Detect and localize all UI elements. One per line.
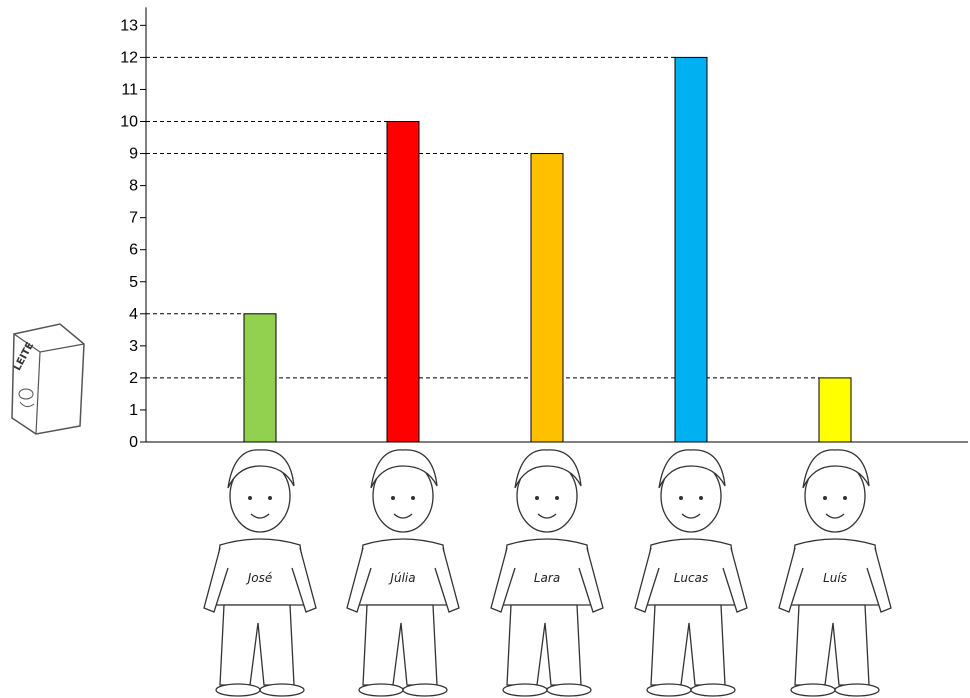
- arm: [203, 547, 229, 613]
- pants: [650, 604, 726, 686]
- mouth: [825, 513, 845, 519]
- shoe: [690, 683, 736, 697]
- eye: [843, 496, 847, 500]
- shoe: [790, 683, 836, 697]
- shoe: [259, 683, 305, 697]
- arm: [722, 547, 748, 613]
- milk-carton-icon: LEITE: [11, 323, 85, 435]
- shoe: [546, 683, 592, 697]
- girl-ponytail-icon: Júlia: [346, 449, 460, 697]
- y-tick-label: 0: [129, 434, 138, 451]
- bar-luis: [818, 377, 852, 443]
- shoe: [646, 683, 692, 697]
- pants: [794, 604, 870, 686]
- arm: [346, 547, 372, 613]
- hair: [370, 449, 438, 489]
- eye: [535, 496, 539, 500]
- hair: [227, 449, 295, 489]
- y-tick-label: 8: [129, 178, 138, 195]
- boy-thumbs-up-icon: Luís: [778, 449, 892, 697]
- y-tick-label: 9: [129, 146, 138, 163]
- y-tick-label: 12: [120, 49, 138, 66]
- y-tick-label: 6: [129, 242, 138, 259]
- y-tick-label: 1: [129, 402, 138, 419]
- y-tick-label: 5: [129, 274, 138, 291]
- hair: [802, 449, 870, 489]
- mouth: [537, 513, 557, 519]
- eye: [411, 496, 415, 500]
- shoe: [502, 683, 548, 697]
- bars: [243, 56, 852, 443]
- y-tick-label: 4: [129, 306, 138, 323]
- hair: [514, 449, 582, 489]
- eye: [679, 496, 683, 500]
- girl-curly-hair-icon: Lara: [490, 449, 604, 697]
- arm: [490, 547, 516, 613]
- eye: [248, 496, 252, 500]
- kid-name-label: Lucas: [674, 571, 709, 585]
- arm: [634, 547, 660, 613]
- arm: [866, 547, 892, 613]
- children-illustrations: José Júlia Lara Lucas Luís: [203, 449, 892, 697]
- y-tick-label: 3: [129, 338, 138, 355]
- shoe: [358, 683, 404, 697]
- y-tick-label: 7: [129, 210, 138, 227]
- y-tick-label: 2: [129, 370, 138, 387]
- pants: [219, 604, 295, 686]
- eye: [391, 496, 395, 500]
- y-tick-label: 11: [121, 81, 138, 98]
- shoe: [215, 683, 261, 697]
- eye: [823, 496, 827, 500]
- eye: [699, 496, 703, 500]
- eye: [268, 496, 272, 500]
- kid-name-label: Luís: [823, 571, 847, 585]
- bar-lucas: [674, 56, 708, 443]
- arm: [578, 547, 604, 613]
- shoe: [402, 683, 448, 697]
- shoe: [834, 683, 880, 697]
- boy-smiling-icon: Lucas: [634, 449, 748, 697]
- mouth: [250, 513, 270, 519]
- arm: [291, 547, 317, 613]
- bar-julia: [386, 121, 420, 443]
- kid-name-label: Júlia: [388, 571, 415, 585]
- y-tick-label: 13: [120, 17, 138, 34]
- mouth: [681, 513, 701, 519]
- arm: [434, 547, 460, 613]
- kid-name-label: José: [246, 571, 273, 585]
- eye: [555, 496, 559, 500]
- pants: [506, 604, 582, 686]
- arm: [778, 547, 804, 613]
- pants: [362, 604, 438, 686]
- hair: [658, 449, 726, 489]
- bar-lara: [530, 153, 564, 443]
- boy-thumbs-up-icon: José: [203, 449, 317, 697]
- kid-name-label: Lara: [534, 571, 560, 585]
- y-tick-label: 10: [120, 114, 138, 131]
- mouth: [393, 513, 413, 519]
- bar-jose: [243, 313, 277, 443]
